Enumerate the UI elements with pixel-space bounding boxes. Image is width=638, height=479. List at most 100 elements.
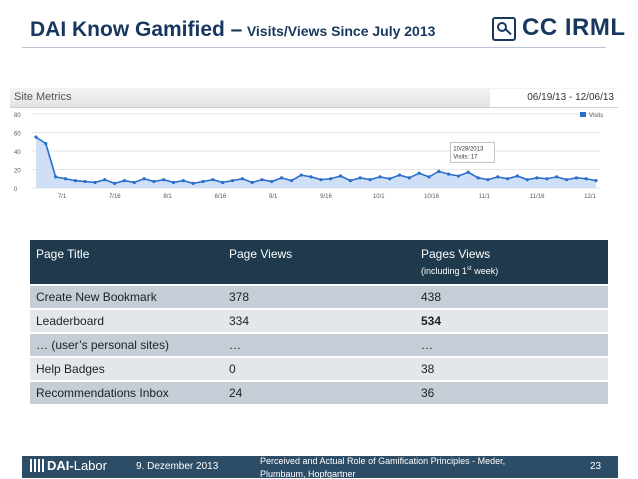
cell-page-title: Recommendations Inbox — [36, 386, 169, 400]
date-range: 06/19/13 - 12/06/13 — [490, 89, 618, 107]
cc-irml-logo: CC IRML — [492, 14, 626, 46]
y-tick-label: 40 — [14, 150, 21, 156]
visits-point — [162, 178, 166, 182]
x-tick-label: 11/1 — [479, 194, 491, 200]
visits-point — [338, 174, 343, 178]
visits-point — [388, 177, 392, 181]
dai-labor-logo: DAI-Labor — [30, 458, 107, 473]
title-divider — [22, 47, 606, 48]
visits-point — [437, 169, 441, 173]
cell-page-views: 334 — [229, 314, 250, 328]
visits-point — [329, 177, 333, 181]
cell-pages-views: 534 — [421, 314, 442, 328]
visits-point — [221, 180, 225, 185]
table-header-row: Page Title Page Views Pages Views (inclu… — [30, 240, 608, 284]
legend-swatch — [580, 112, 586, 117]
x-tick-label: 11/16 — [530, 194, 545, 200]
visits-area — [36, 137, 596, 188]
visits-point — [103, 178, 107, 182]
tooltip-value: Visits: 17 — [453, 154, 478, 160]
visits-point — [181, 179, 185, 183]
visits-point — [260, 178, 264, 182]
logo-text: CC IRML — [522, 14, 626, 41]
header-page-title: Page Title — [36, 247, 90, 261]
visits-point — [594, 179, 598, 183]
footer-date: 9. Dezember 2013 — [136, 461, 219, 472]
visits-point — [348, 179, 352, 183]
visits-point — [545, 177, 549, 181]
x-tick-label: 9/16 — [320, 194, 332, 200]
visits-point — [132, 180, 136, 185]
slide-title: DAI Know Gamified – Visits/Views Since J… — [30, 18, 435, 42]
cell-page-title: Help Badges — [36, 362, 105, 376]
visits-point — [280, 176, 284, 180]
x-tick-label: 9/1 — [269, 194, 278, 200]
table-row: … (user’s personal sites) … … — [30, 332, 608, 356]
cell-page-title: Leaderboard — [36, 314, 105, 328]
visits-point — [378, 175, 382, 179]
visits-point — [397, 173, 402, 177]
x-tick-label: 8/1 — [163, 194, 172, 200]
visits-point — [112, 181, 117, 185]
dai-bars-icon — [30, 459, 44, 472]
y-tick-label: 60 — [14, 132, 21, 138]
visits-line — [35, 136, 597, 185]
visits-point — [427, 175, 431, 179]
visits-point — [152, 179, 156, 184]
cell-pages-views: 38 — [421, 362, 435, 376]
visits-point — [515, 174, 520, 178]
cell-page-views: 0 — [229, 362, 236, 376]
metrics-header: Site Metrics — [10, 88, 618, 108]
header-pages-views: Pages Views (including 1st week) — [415, 240, 608, 284]
site-metrics-chart: Site Metrics 06/19/13 - 12/06/13 0 20 40 60… — [10, 88, 618, 210]
visits-point — [407, 176, 411, 180]
header-page-views: Page Views — [229, 247, 293, 261]
table-row: Create New Bookmark 378 438 — [30, 284, 608, 308]
visits-point — [73, 179, 77, 183]
visits-point — [447, 172, 451, 176]
page-number: 23 — [590, 461, 602, 472]
y-tick-label: 0 — [14, 187, 18, 193]
visits-point — [574, 176, 578, 180]
visits-point — [535, 176, 539, 180]
cell-pages-views: … — [421, 338, 433, 352]
visits-point — [289, 179, 294, 183]
visits-point — [496, 175, 500, 179]
table-row: Leaderboard 334 534 — [30, 308, 608, 332]
visits-point — [456, 174, 461, 178]
title-subtitle: Visits/Views Since July 2013 — [246, 23, 436, 39]
metrics-plot: 0 20 40 60 80 7/1 7/16 8/1 8/16 9/1 9/16 10/1 10/16 1… — [14, 112, 603, 200]
visits-point — [54, 175, 58, 179]
visits-point — [525, 178, 529, 182]
title-main: DAI Know Gamified – — [30, 18, 243, 41]
tooltip-date: 10/28/2013 — [453, 146, 484, 152]
visits-point — [83, 179, 87, 184]
footer-bar — [22, 456, 618, 478]
metrics-title: Site Metrics — [14, 91, 72, 103]
magnifier-icon — [492, 17, 516, 41]
cell-page-views: 24 — [229, 386, 243, 400]
x-tick-label: 12/1 — [584, 194, 596, 200]
visits-point — [555, 175, 559, 179]
visits-point — [564, 178, 569, 182]
visits-point — [486, 178, 490, 182]
visits-point — [211, 178, 215, 182]
y-tick-label: 80 — [14, 113, 21, 119]
x-tick-label: 7/1 — [58, 194, 67, 200]
visits-point — [299, 173, 303, 177]
visits-point — [358, 176, 362, 180]
visits-point — [63, 177, 68, 181]
visits-point — [122, 179, 127, 183]
tooltip: 10/28/2013 Visits: 17 — [449, 141, 495, 163]
cell-page-views: 378 — [229, 290, 250, 304]
visits-point — [505, 177, 510, 181]
header-pages-views-label: Pages Views — [421, 247, 491, 261]
visits-point — [34, 135, 38, 139]
visits-point — [368, 178, 372, 182]
table-row: Recommendations Inbox 24 36 — [30, 380, 608, 404]
visits-point — [319, 178, 323, 182]
x-tick-label: 10/16 — [424, 194, 440, 200]
y-tick-label: 20 — [14, 169, 21, 175]
cell-pages-views: 36 — [421, 386, 435, 400]
x-tick-label: 7/16 — [109, 194, 121, 200]
